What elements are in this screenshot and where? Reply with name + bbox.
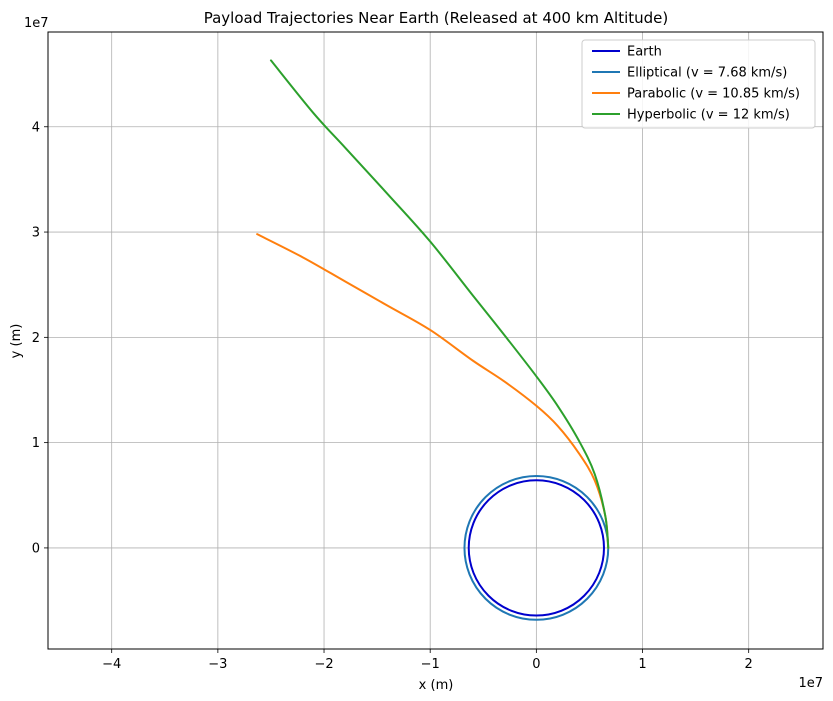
chart-title: Payload Trajectories Near Earth (Release… [204, 9, 669, 27]
hyperbolic-trajectory [269, 59, 610, 549]
legend-label-earth: Earth [627, 45, 662, 60]
y-axis-label: y (m) [9, 324, 24, 359]
ticks: −4 −3 −2 −1 0 1 2 0 1 2 3 4 [32, 120, 753, 672]
x-tick-label-4: 0 [532, 657, 540, 672]
x-axis-label: x (m) [419, 678, 454, 693]
y-tick-label-4: 4 [32, 120, 40, 135]
y-tick-label-3: 3 [32, 226, 40, 241]
y-tick-label-0: 0 [32, 541, 40, 556]
legend-label-hyperbolic: Hyperbolic (v = 12 km/s) [627, 108, 790, 123]
x-tick-label-5: 1 [638, 657, 646, 672]
plot-area-frame [47, 31, 824, 650]
parabolic-trajectory [256, 233, 610, 549]
earth-circle [467, 479, 605, 617]
grid [48, 32, 823, 649]
x-tick-label-0: −4 [102, 657, 121, 672]
series-group [256, 59, 610, 621]
x-tick-label-2: −2 [314, 657, 333, 672]
y-offset-label: 1e7 [24, 16, 49, 31]
x-offset-label: 1e7 [798, 676, 823, 691]
legend-label-parabolic: Parabolic (v = 10.85 km/s) [627, 87, 800, 102]
x-tick-label-3: −1 [421, 657, 440, 672]
series-clip-group [256, 59, 610, 621]
legend: Earth Elliptical (v = 7.68 km/s) Parabolic… [581, 39, 816, 129]
x-tick-label-1: −3 [208, 657, 227, 672]
legend-box [581, 39, 816, 129]
x-tick-label-6: 2 [745, 657, 753, 672]
legend-label-elliptical: Elliptical (v = 7.68 km/s) [627, 66, 787, 81]
y-tick-label-2: 2 [32, 331, 40, 346]
y-tick-label-1: 1 [32, 436, 40, 451]
